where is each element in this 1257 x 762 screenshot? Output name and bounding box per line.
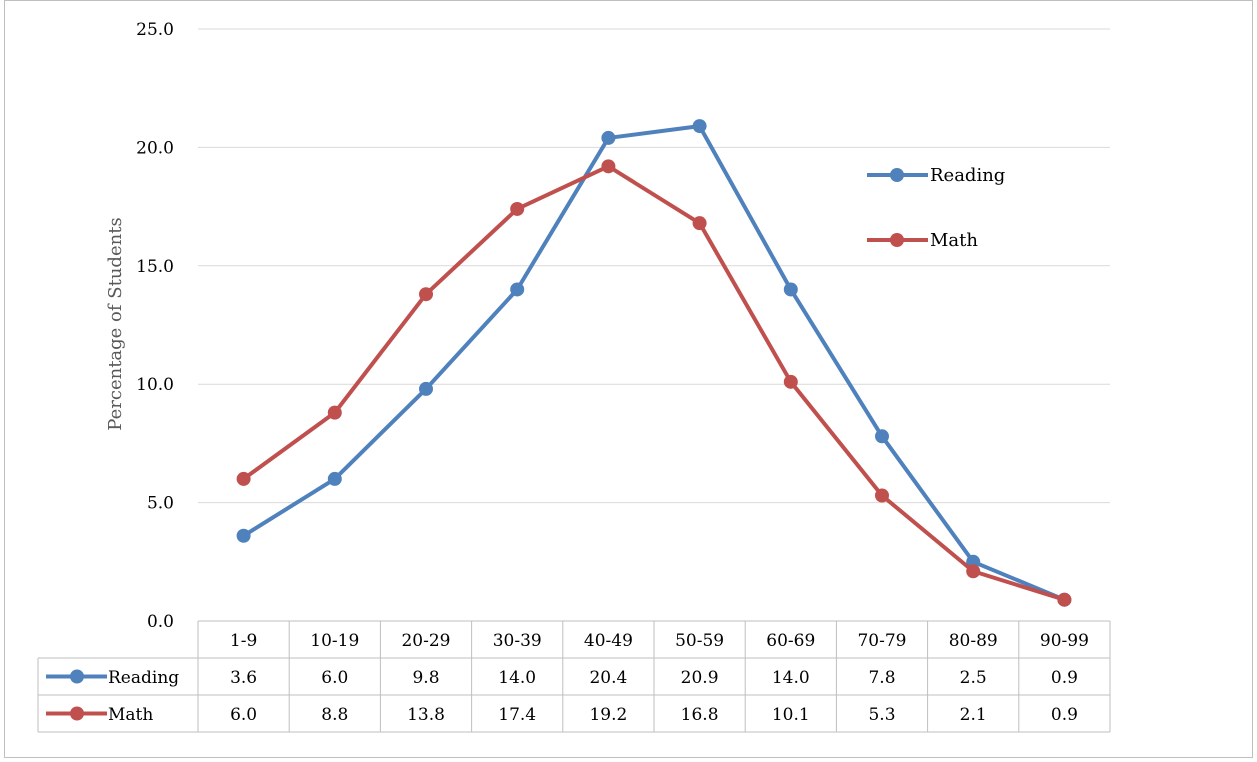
table-cell: 19.2 [589,705,627,725]
series-line-reading [242,124,1066,602]
x-category-label: 50-59 [675,631,724,651]
series-line-math [242,164,1065,602]
data-point [966,564,981,579]
data-point [783,282,798,297]
table-cell: 20.9 [681,668,719,688]
table-cell: 17.4 [498,705,536,725]
table-row-header: Math [108,705,153,725]
table-cell: 9.8 [412,668,439,688]
legend: Reading Math [867,165,1005,251]
legend-label: Reading [930,165,1005,186]
table-cell: 13.8 [407,705,445,725]
x-category-label: 20-29 [401,631,450,651]
series-lines [236,119,1072,607]
data-point [236,471,251,486]
data-point [692,119,707,134]
y-tick-label: 0.0 [147,612,174,632]
x-category-label: 40-49 [584,631,633,651]
data-point [510,201,525,216]
data-point [236,528,251,543]
table-cell: 14.0 [498,668,536,688]
data-point [875,488,889,503]
data-point [601,130,616,145]
y-tick-label: 25.0 [136,20,174,40]
table-cell: 0.9 [1051,705,1078,725]
table-cell: 0.9 [1051,668,1078,688]
data-point [783,374,798,389]
table-legend-marker [70,706,84,721]
x-category-label: 70-79 [857,631,906,651]
table-cell: 6.0 [321,668,348,688]
table-cell: 6.0 [230,705,257,725]
x-category-label: 80-89 [949,631,998,651]
table-cell: 20.4 [589,668,627,688]
data-table: 1-9 10-19 20-29 30-39 40-49 50-59 60-69 70-79 80… [37,620,1111,733]
legend-marker [890,168,904,182]
legend-marker [890,233,904,247]
data-point [875,429,889,444]
table-cell: 7.8 [868,668,895,688]
chart-frame [4,0,1253,758]
x-category-label: 30-39 [493,631,542,651]
y-tick-label: 15.0 [136,257,174,277]
data-point [327,471,342,486]
data-point [419,287,433,302]
data-point [510,282,525,297]
y-tick-label: 10.0 [136,375,174,395]
y-axis-ticks: 0.0 5.0 10.0 15.0 20.0 25.0 [136,20,174,632]
data-point [419,381,433,396]
y-axis-title: Percentage of Students [105,217,126,430]
x-category-label: 60-69 [766,631,815,651]
x-category-label: 10-19 [310,631,359,651]
table-cell: 2.1 [960,705,987,725]
table-cell: 16.8 [681,705,719,725]
table-cell: 14.0 [772,668,810,688]
table-cell: 10.1 [772,705,810,725]
table-cell: 2.5 [960,668,987,688]
data-point [601,159,616,174]
gridlines [198,28,1110,504]
data-point [692,216,707,231]
table-cell: 8.8 [321,705,348,725]
table-legend-marker [70,669,84,684]
table-cell: 5.3 [868,705,895,725]
legend-label: Math [930,230,978,251]
data-point [1057,592,1072,607]
table-row-header: Reading [108,668,179,688]
x-category-label: 1-9 [230,631,257,651]
data-point [327,405,342,420]
x-category-label: 90-99 [1040,631,1089,651]
y-tick-label: 5.0 [147,494,174,514]
y-tick-label: 20.0 [136,138,174,158]
table-cell: 3.6 [230,668,257,688]
